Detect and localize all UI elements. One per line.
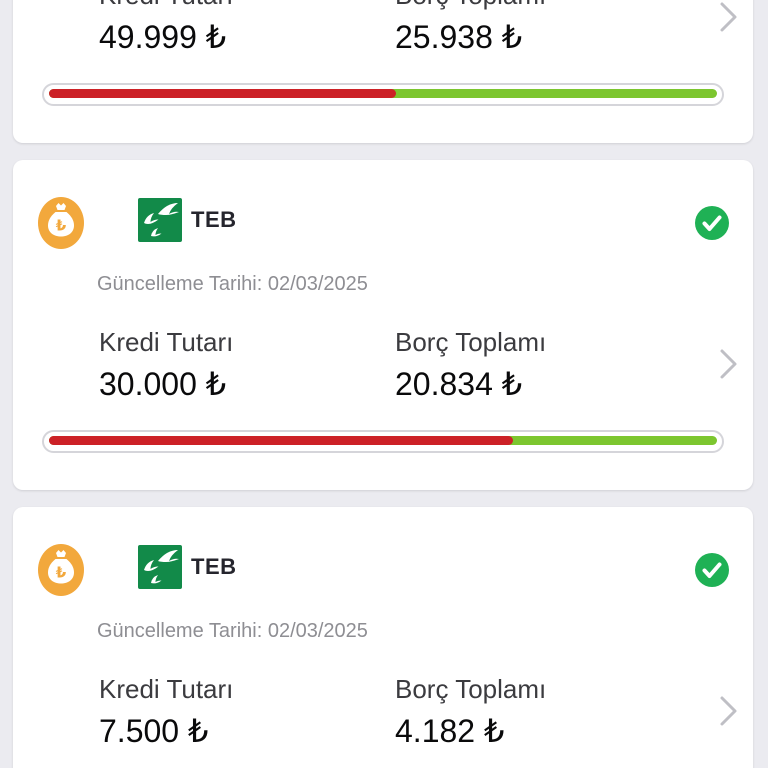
debt-total-label: Borç Toplamı <box>395 674 547 704</box>
teb-birds-icon <box>138 198 182 242</box>
money-bag-icon: ₺ <box>38 544 84 596</box>
update-date: Güncelleme Tarihi: 02/03/2025 <box>97 620 368 642</box>
chevron-right-icon[interactable] <box>715 346 741 382</box>
loan-card[interactable]: ₺ TEB Güncelleme Tarihi: 02/03/2025 Kred… <box>13 507 753 768</box>
loan-card[interactable]: ₺ TEB Güncelleme Tarihi: 02/03/2025 Kred… <box>13 160 753 490</box>
money-bag-icon: ₺ <box>38 197 84 249</box>
debt-progress-track <box>49 89 717 98</box>
loan-amount-label: Kredi Tutarı <box>99 327 234 357</box>
chevron-right-icon[interactable] <box>715 0 741 35</box>
loan-amount-value: 30.000 ₺ <box>99 366 227 402</box>
debt-total-value: 20.834 ₺ <box>395 366 523 402</box>
debt-progress-fill <box>49 436 513 445</box>
debt-progress-track <box>49 436 717 445</box>
teb-bank-name: TEB <box>191 207 237 232</box>
svg-text:₺: ₺ <box>56 565 67 582</box>
debt-total-label: Borç Toplamı <box>395 327 547 357</box>
teb-birds-icon <box>138 545 182 589</box>
loan-amount-label: Kredi Tutarı <box>99 674 234 704</box>
debt-progress-fill <box>49 89 396 98</box>
teb-bank-logo: TEB <box>138 545 237 589</box>
loan-card[interactable]: Kredi Tutarı Borç Toplamı 49.999 ₺ 25.93… <box>13 0 753 143</box>
debt-progress-bar <box>42 430 724 453</box>
debt-total-label: Borç Toplamı <box>395 0 695 10</box>
chevron-right-icon[interactable] <box>715 693 741 729</box>
verified-check-icon <box>695 206 729 240</box>
debt-progress-bar <box>42 83 724 106</box>
debt-total-value: 25.938 ₺ <box>395 19 523 55</box>
loan-amount-label: Kredi Tutarı <box>99 0 395 10</box>
verified-check-icon <box>695 553 729 587</box>
update-date: Güncelleme Tarihi: 02/03/2025 <box>97 273 368 295</box>
loan-amount-value: 49.999 ₺ <box>99 19 227 55</box>
teb-bank-logo: TEB <box>138 198 237 242</box>
debt-total-value: 4.182 ₺ <box>395 713 505 749</box>
svg-text:₺: ₺ <box>56 218 67 235</box>
loan-amount-value: 7.500 ₺ <box>99 713 209 749</box>
teb-bank-name: TEB <box>191 554 237 579</box>
